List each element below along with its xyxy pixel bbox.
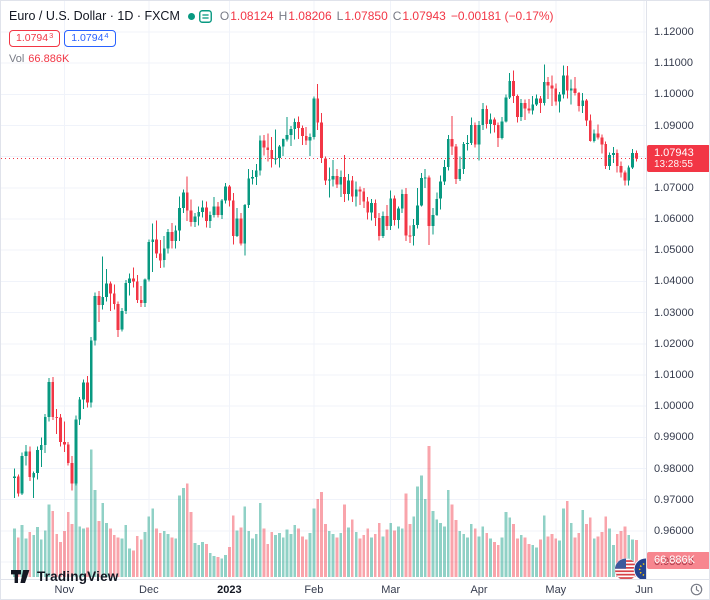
close-value: 1.07943 xyxy=(402,9,446,23)
volume-legend[interactable]: Vol 66.886K xyxy=(9,53,554,65)
buy-price-sup: 4 xyxy=(104,31,109,40)
low-label: L xyxy=(336,9,344,23)
price-axis[interactable]: 1.120001.110001.100001.090001.080001.070… xyxy=(646,1,709,579)
price-axis-label: 1.00000 xyxy=(654,400,694,413)
high-label: H xyxy=(278,9,288,23)
time-axis-label: 2023 xyxy=(217,584,242,596)
price-axis-label: 0.97000 xyxy=(654,493,694,506)
sell-button[interactable]: 1.0794 3 xyxy=(9,30,61,47)
price-axis-label: 1.12000 xyxy=(654,26,694,38)
price-axis-label: 1.09000 xyxy=(654,119,694,132)
price-axis-label: 0.96000 xyxy=(654,524,694,537)
price-axis-label: 1.07000 xyxy=(654,181,694,194)
high-value: 1.08206 xyxy=(288,9,332,23)
sell-price: 1.0794 xyxy=(16,32,49,44)
time-axis-label: Mar xyxy=(381,584,401,596)
volume-label: Vol xyxy=(9,53,25,65)
legend-title-row: Euro / U.S. Dollar · 1D · FXCM O1.08124 H… xyxy=(9,7,554,25)
sell-price-sup: 3 xyxy=(49,31,54,40)
time-axis-label: Dec xyxy=(139,584,159,596)
time-axis[interactable]: Nov Dec 2023 Feb Mar Apr May Jun xyxy=(1,579,709,599)
ohlc-values: O1.08124 H1.08206 L1.07850 C1.07943 −0.00181… xyxy=(220,9,554,23)
price-axis-label: 1.03000 xyxy=(654,306,694,319)
symbol-title[interactable]: Euro / U.S. Dollar · 1D · FXCM xyxy=(9,9,180,23)
open-value: 1.08124 xyxy=(230,9,274,23)
price-axis-label: 1.10000 xyxy=(654,88,694,101)
buy-button[interactable]: 1.0794 4 xyxy=(64,30,116,47)
volume-value: 66.886K xyxy=(28,53,70,65)
time-axis-label: May xyxy=(545,584,567,596)
market-status-icon xyxy=(187,12,195,20)
candlestick-chart[interactable] xyxy=(1,1,646,579)
time-axis-label: Nov xyxy=(54,584,75,596)
tradingview-logo-text: TradingView xyxy=(37,569,119,584)
time-axis-label: Jun xyxy=(635,584,653,596)
volume-axis-tag: 66.886K xyxy=(647,552,709,569)
price-axis-label: 0.99000 xyxy=(654,431,694,444)
close-label: C xyxy=(392,9,402,23)
change-value: −0.00181 (−0.17%) xyxy=(450,9,554,23)
low-value: 1.07850 xyxy=(344,9,388,23)
chart-plot-area[interactable]: Euro / U.S. Dollar · 1D · FXCM O1.08124 H… xyxy=(1,1,658,584)
time-axis-label: Apr xyxy=(470,584,488,596)
price-axis-label: 0.98000 xyxy=(654,462,694,475)
tradingview-logo-icon xyxy=(11,570,30,583)
price-axis-label: 1.04000 xyxy=(654,275,694,288)
price-axis-label: 1.05000 xyxy=(654,244,694,257)
price-axis-label: 1.06000 xyxy=(654,213,694,226)
legend-menu-icon[interactable] xyxy=(198,9,212,23)
price-axis-label: 1.11000 xyxy=(654,57,693,70)
time-axis-label: Feb xyxy=(304,584,324,596)
tradingview-logo[interactable]: TradingView xyxy=(11,569,118,584)
legend: Euro / U.S. Dollar · 1D · FXCM O1.08124 H… xyxy=(9,7,554,65)
price-axis-label: 1.02000 xyxy=(654,337,694,350)
price-axis-label: 1.01000 xyxy=(654,368,694,381)
bar-countdown: 13:28:55 xyxy=(654,158,693,170)
trade-buttons-row: 1.0794 3 1.0794 4 xyxy=(9,30,554,47)
open-label: O xyxy=(219,9,230,23)
timezone-clock-icon[interactable] xyxy=(690,583,703,596)
last-price-value: 1.07943 xyxy=(654,146,694,159)
buy-price: 1.0794 xyxy=(71,32,104,44)
last-price-tag: 1.07943 13:28:55 xyxy=(647,144,709,172)
